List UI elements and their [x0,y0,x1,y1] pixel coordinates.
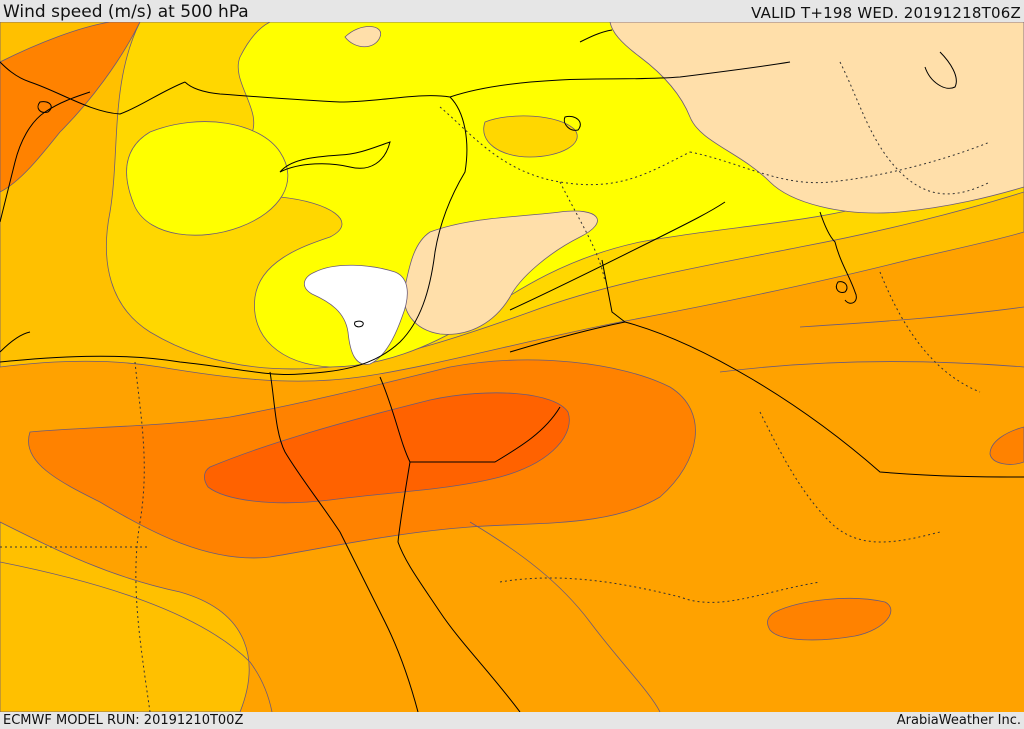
band-white [304,264,408,365]
country-borders [0,61,991,712]
band-peach-small [344,26,381,48]
band-orange-east [989,426,1024,465]
model-run-label: ECMWF MODEL RUN: 20191210T00Z [3,713,244,728]
coastlines [0,29,1024,712]
contour-lines [0,306,1024,712]
header-bar: Wind speed (m/s) at 500 hPa VALID T+198 … [0,0,1024,22]
map-canvas [0,22,1024,712]
band-orange-se [767,598,892,641]
footer-bar: ECMWF MODEL RUN: 20191210T00Z ArabiaWeat… [0,712,1024,729]
islands [37,101,848,328]
valid-time: VALID T+198 WED. 20191218T06Z [751,4,1021,22]
wind-speed-map[interactable] [0,22,1024,712]
band-orange-nw [0,22,141,193]
map-title: Wind speed (m/s) at 500 hPa [3,2,249,22]
credit-label: ArabiaWeather Inc. [896,713,1021,728]
band-yellow-west [126,121,289,236]
band-gold-patch [483,115,578,158]
band-dark-orange [204,392,570,504]
band-light-orange-sw [0,521,250,712]
